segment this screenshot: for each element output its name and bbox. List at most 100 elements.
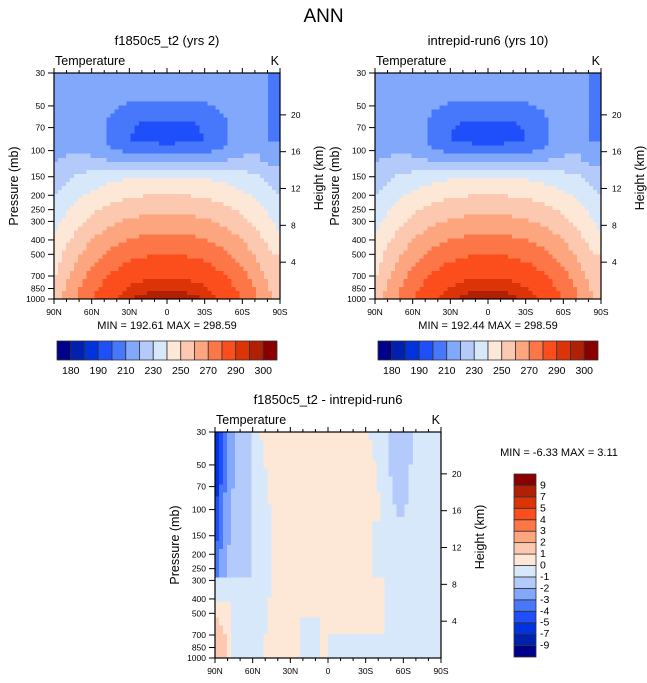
contour-cell (183, 270, 188, 276)
contour-cell (54, 254, 59, 260)
contour-cell (98, 282, 104, 288)
contour-cell (528, 77, 533, 82)
contour-cell (544, 101, 550, 106)
contour-cell (275, 77, 281, 82)
contour-cell (379, 149, 384, 155)
contour-cell (588, 93, 594, 98)
contour-cell (463, 161, 469, 167)
contour-cell (516, 149, 521, 155)
contour-cell (130, 198, 136, 203)
contour-cell (211, 173, 217, 179)
contour-cell (467, 73, 473, 78)
contour-cell (118, 73, 124, 78)
contour-cell (142, 165, 148, 171)
contour-cell (175, 93, 180, 98)
contour-cell (134, 117, 140, 123)
contour-cell (427, 161, 433, 167)
contour-cell (423, 177, 429, 183)
contour-cell (98, 137, 104, 143)
contour-cell (154, 262, 160, 268)
contour-cell (459, 186, 465, 191)
contour-cell (235, 250, 241, 256)
contour-cell (584, 161, 590, 167)
contour-cell (62, 194, 67, 199)
contour-cell (459, 173, 465, 179)
contour-cell (471, 85, 477, 90)
contour-cell (463, 81, 469, 86)
contour-cell (110, 89, 116, 94)
contour-cell (447, 73, 453, 78)
contour-cell (162, 290, 168, 296)
contour-cell (102, 246, 108, 252)
contour-cell (219, 153, 225, 159)
contour-cell (528, 121, 533, 127)
contour-cell (191, 149, 196, 155)
contour-cell (500, 161, 505, 167)
contour-cell (483, 141, 489, 147)
contour-cell (187, 206, 192, 211)
contour-cell (223, 145, 229, 151)
contour-cell (187, 73, 192, 78)
contour-cell (183, 125, 188, 131)
contour-cell (532, 181, 538, 187)
contour-cell (496, 181, 501, 187)
contour-cell (596, 81, 602, 86)
contour-cell (271, 218, 277, 223)
contour-cell (524, 186, 529, 191)
contour-cell (231, 210, 237, 215)
contour-cell (102, 145, 108, 151)
contour-cell (58, 181, 63, 187)
contour-cell (447, 145, 453, 151)
contour-cell (86, 145, 91, 151)
contour-cell (126, 234, 132, 240)
contour-cell (564, 169, 570, 175)
contour-cell (383, 93, 388, 98)
contour-cell (175, 113, 180, 118)
contour-cell (568, 113, 574, 118)
contour-cell (263, 149, 269, 155)
contour-cell (171, 141, 176, 147)
contour-cell (403, 129, 408, 135)
contour-cell (387, 186, 392, 191)
contour-cell (78, 282, 83, 288)
contour-cell (146, 270, 152, 276)
contour-cell (576, 153, 582, 159)
contour-cell (528, 145, 533, 151)
contour-cell (443, 85, 449, 90)
contour-cell (259, 121, 265, 127)
contour-cell (66, 85, 71, 90)
contour-cell (383, 169, 388, 175)
contour-cell (134, 190, 140, 195)
contour-cell (175, 238, 180, 244)
contour-cell (532, 117, 538, 123)
contour-cell (171, 286, 176, 292)
contour-cell (219, 169, 225, 175)
contour-cell (544, 161, 550, 167)
contour-cell (251, 262, 257, 268)
contour-cell (427, 165, 433, 171)
contour-cell (98, 97, 104, 102)
contour-cell (211, 73, 217, 78)
contour-cell (134, 282, 140, 288)
contour-cell (158, 165, 164, 171)
contour-cell (271, 282, 277, 288)
contour-cell (588, 194, 594, 199)
contour-cell (215, 165, 221, 171)
contour-cell (130, 121, 136, 127)
contour-cell (195, 242, 200, 248)
contour-cell (568, 117, 574, 123)
contour-cell (146, 190, 152, 195)
contour-cell (451, 141, 457, 147)
contour-cell (576, 129, 582, 135)
contour-cell (98, 246, 104, 252)
contour-cell (223, 93, 229, 98)
contour-cell (255, 258, 261, 264)
contour-cell (379, 97, 384, 102)
contour-cell (138, 190, 144, 195)
contour-cell (556, 153, 562, 159)
contour-cell (496, 125, 501, 131)
contour-cell (251, 210, 257, 215)
contour-cell (231, 105, 237, 110)
contour-cell (267, 222, 273, 227)
contour-cell (383, 81, 388, 86)
